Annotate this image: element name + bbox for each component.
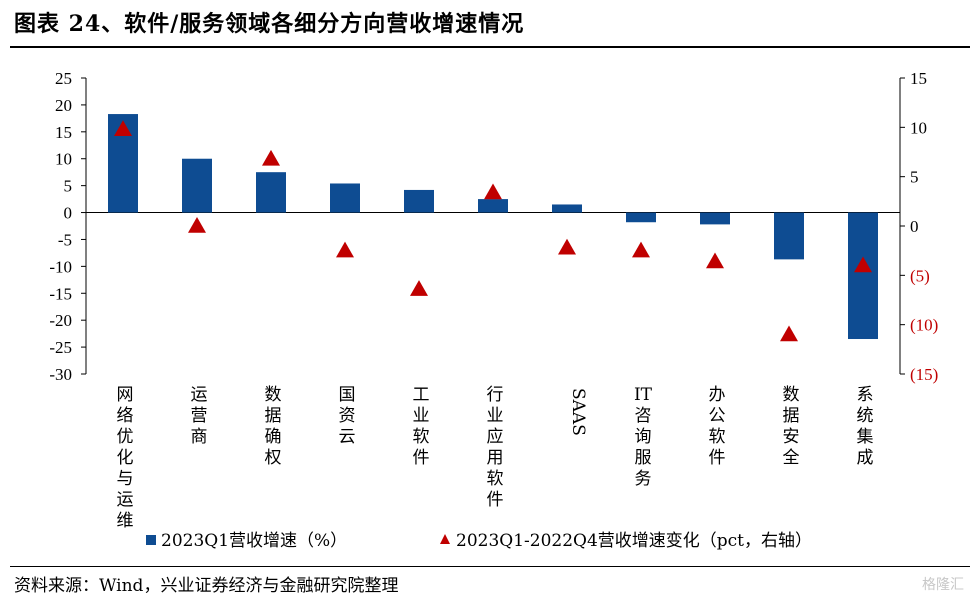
bar	[552, 204, 582, 213]
bar	[626, 212, 656, 223]
source-note: 资料来源：Wind，兴业证券经济与金融研究院整理	[14, 576, 399, 596]
bar	[848, 212, 878, 340]
right-tick-label: 15	[910, 69, 927, 88]
left-tick-label: -25	[49, 338, 72, 357]
left-tick-label: 15	[55, 123, 72, 142]
legend-triangle-swatch	[440, 534, 450, 544]
triangle-marker	[706, 252, 724, 269]
category-label: 数据确权	[265, 385, 282, 468]
left-tick-label: 10	[55, 150, 72, 169]
category-label: 数据安全	[783, 385, 800, 468]
triangle-marker	[410, 280, 428, 296]
category-label: 国资云	[339, 385, 356, 447]
triangle-marker	[558, 238, 576, 255]
triangle-marker	[262, 149, 280, 166]
revenue-growth-chart: 25 20 15 10 5 0 -5 -10 -15 -20 -25 -30 15 10 5 0 (5) (10)…	[49, 69, 938, 551]
bar	[774, 212, 804, 260]
legend-bar-label: 2023Q1营收增速（%）	[161, 531, 347, 551]
triangle-marker	[632, 241, 650, 258]
category-label: 行业应用软件	[487, 385, 504, 510]
left-tick-label: 20	[55, 96, 72, 115]
category-label: 运营商	[191, 385, 208, 447]
left-tick-label: -20	[49, 311, 72, 330]
category-label: 网络优化与运维	[117, 385, 134, 531]
bar	[404, 189, 434, 213]
category-label: IT 咨询服务	[634, 385, 653, 489]
right-tick-label: 5	[910, 168, 919, 187]
right-tick-label: (10)	[910, 316, 938, 335]
triangle-marker	[780, 325, 798, 342]
legend-bar-swatch	[146, 535, 156, 545]
category-label: SAAS	[568, 388, 588, 436]
left-tick-label: -5	[58, 230, 72, 249]
watermark-logo: 格隆汇	[922, 577, 964, 593]
title-divider	[10, 46, 970, 48]
right-tick-label: (15)	[910, 365, 938, 384]
bar	[256, 172, 286, 213]
left-tick-label: -30	[49, 365, 72, 384]
bar	[478, 199, 508, 213]
page-title: 图表 24、软件/服务领域各细分方向营收增速情况	[14, 11, 525, 37]
triangle-marker	[114, 120, 132, 137]
left-tick-label: 25	[55, 69, 72, 88]
right-tick-label: 0	[910, 217, 919, 236]
triangle-marker	[854, 256, 872, 273]
bar	[700, 212, 730, 225]
right-tick-label: (5)	[910, 266, 930, 285]
left-tick-label: -10	[49, 257, 72, 276]
category-label: 系统集成	[857, 385, 874, 468]
footer-divider	[10, 566, 970, 567]
category-label: 工业软件	[413, 385, 430, 468]
bar	[330, 183, 360, 213]
bar	[182, 158, 212, 213]
category-label: 办公软件	[709, 385, 726, 468]
triangle-marker	[336, 241, 354, 258]
triangle-marker	[484, 183, 502, 200]
right-tick-label: 10	[910, 118, 927, 137]
left-tick-label: -15	[49, 284, 72, 303]
left-tick-label: 0	[64, 204, 73, 223]
legend-triangle-label: 2023Q1-2022Q4营收增速变化（pct，右轴）	[456, 531, 812, 551]
triangle-marker	[188, 217, 206, 233]
left-tick-label: 5	[64, 177, 73, 196]
